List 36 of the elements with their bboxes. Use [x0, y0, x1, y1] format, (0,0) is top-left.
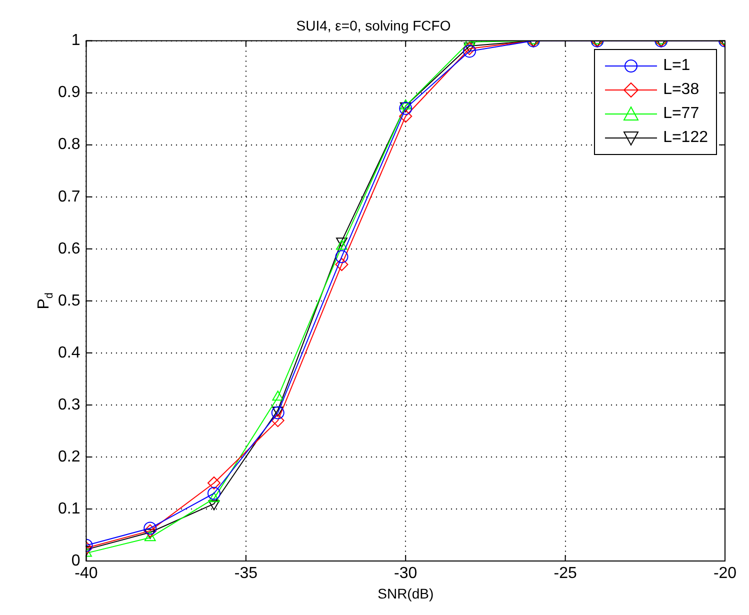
point	[335, 258, 348, 271]
point	[208, 492, 220, 502]
x-tick-label: -35	[234, 565, 258, 582]
y-tick-label: 0.3	[58, 396, 80, 414]
x-axis-title: SNR(dB)	[378, 585, 434, 602]
x-tick-label: -30	[394, 565, 418, 582]
point	[462, 42, 476, 56]
chart-title: SUI4, ε=0, solving FCFO	[296, 17, 451, 34]
y-tick-label: 0.2	[58, 448, 80, 466]
y-tick-label: 0.1	[58, 500, 80, 518]
y-tick-label: 0.7	[58, 188, 80, 206]
y-tick-label: 1	[71, 32, 80, 50]
point	[399, 110, 412, 123]
legend-label: L=77	[663, 104, 700, 123]
point	[144, 522, 157, 535]
y-tick-label: 0.9	[58, 84, 80, 102]
point	[335, 250, 348, 264]
x-tick-label: -25	[554, 565, 577, 582]
point	[144, 524, 157, 538]
point	[207, 486, 220, 500]
legend-label: L=122	[663, 128, 708, 147]
point	[207, 476, 220, 490]
y-axis-title: Pd	[36, 292, 56, 310]
y-tick-label: 0.5	[58, 292, 80, 310]
point	[144, 531, 156, 542]
point	[271, 414, 284, 428]
legend-label: L=1	[663, 56, 690, 75]
point	[464, 42, 476, 52]
y-tick-label: 0.4	[58, 344, 80, 362]
point	[272, 390, 284, 401]
x-tick-label: -20	[713, 565, 737, 582]
point	[462, 44, 476, 58]
legend-label: L=38	[663, 80, 700, 99]
y-tick-label: 0.6	[58, 240, 80, 258]
y-tick-label: 0.8	[58, 136, 80, 154]
point	[400, 102, 412, 112]
